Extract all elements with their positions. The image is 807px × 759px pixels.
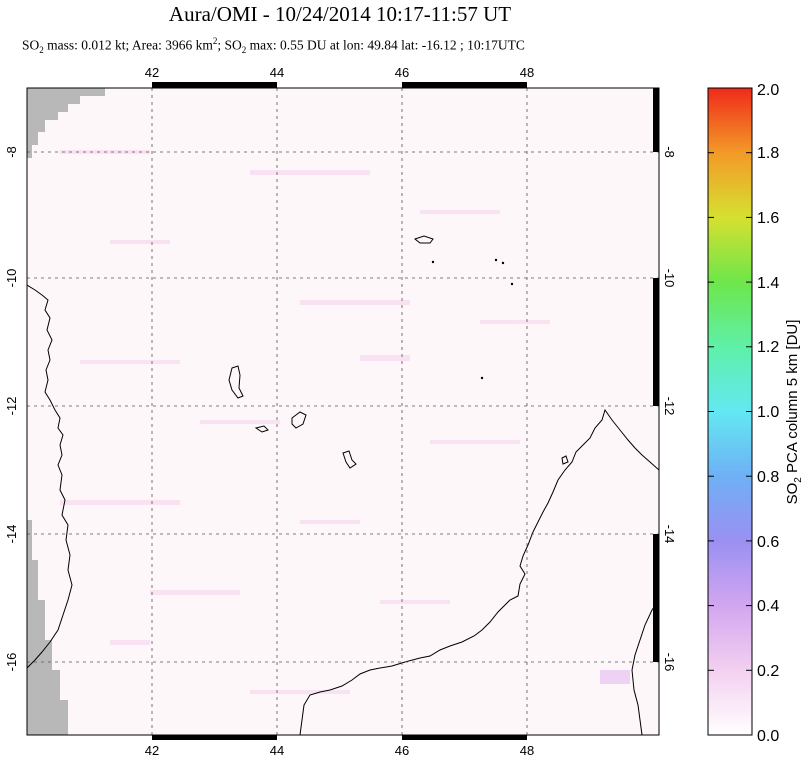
- cb-label-4: 0.8: [757, 469, 779, 486]
- lon-label-top-44: 44: [270, 65, 284, 80]
- lat-label-left-8: -8: [4, 146, 19, 158]
- no-data-region-bottom: [27, 520, 68, 735]
- lat-label-left-14: -14: [4, 525, 19, 544]
- island-mayotte: [342, 450, 357, 469]
- lon-label-bottom-46: 46: [395, 743, 409, 758]
- frame-border-top: [152, 82, 527, 88]
- lon-label-top-48: 48: [520, 65, 534, 80]
- frame-border-right: [653, 88, 659, 662]
- lat-label-right-16: -16: [662, 653, 677, 672]
- lon-label-top-42: 42: [145, 65, 159, 80]
- map-subtitle: SO2 mass: 0.012 kt; Area: 3966 km2; SO2 …: [22, 36, 525, 56]
- lon-label-top-46: 46: [395, 65, 409, 80]
- cb-label-2: 0.4: [757, 598, 779, 615]
- lat-label-left-12: -12: [4, 397, 19, 416]
- colorbar-tick-labels: 0.0 0.2 0.4 0.6 0.8 1.0 1.2 1.4 1.6 1.8 …: [757, 82, 779, 745]
- nosy-be: [561, 455, 569, 465]
- island-moheli: [254, 425, 269, 433]
- cb-label-10: 2.0: [757, 82, 779, 99]
- lon-label-bottom-44: 44: [270, 743, 284, 758]
- colorbar-title: SO2 PCA column 5 km [DU]: [784, 320, 804, 505]
- lon-label-bottom-42: 42: [145, 743, 159, 758]
- map-panel: [27, 88, 659, 735]
- lat-labels-right: -8 -10 -12 -14 -16: [662, 146, 677, 671]
- cb-label-1: 0.2: [757, 663, 779, 680]
- lat-label-right-10: -10: [662, 269, 677, 288]
- graticule: [27, 88, 659, 735]
- lat-label-left-16: -16: [4, 653, 19, 672]
- colorbar: [707, 87, 753, 736]
- lon-labels-bottom: 42 44 46 48: [145, 743, 534, 758]
- island-anjouan: [291, 411, 307, 429]
- madagascar-coastline: [299, 408, 659, 735]
- madagascar-east-coast: [631, 599, 659, 735]
- cb-label-7: 1.4: [757, 275, 779, 292]
- lon-labels-top: 42 44 46 48: [145, 65, 534, 80]
- so2-noise-streaks: [60, 150, 630, 694]
- lat-labels-left: -8 -10 -12 -14 -16: [4, 146, 19, 671]
- map-frame: [26, 87, 660, 736]
- lat-label-right-8: -8: [662, 146, 677, 158]
- lon-label-bottom-48: 48: [520, 743, 534, 758]
- no-data-region-top: [27, 88, 105, 158]
- cb-label-9: 1.8: [757, 145, 779, 162]
- colorbar-ticks: [708, 152, 752, 736]
- map-title: Aura/OMI - 10/24/2014 10:17-11:57 UT: [168, 2, 512, 26]
- lat-label-right-12: -12: [662, 397, 677, 416]
- lat-label-left-10: -10: [4, 269, 19, 288]
- cb-label-8: 1.6: [757, 210, 779, 227]
- island-aldabra: [413, 235, 434, 244]
- cb-label-3: 0.6: [757, 534, 779, 551]
- cb-label-6: 1.2: [757, 339, 779, 356]
- lat-label-right-14: -14: [662, 525, 677, 544]
- cb-label-0: 0.0: [757, 728, 779, 745]
- cb-label-5: 1.0: [757, 404, 779, 421]
- island-grande-comore: [228, 365, 244, 399]
- africa-coastline: [27, 284, 73, 669]
- frame-border-bottom: [152, 735, 527, 740]
